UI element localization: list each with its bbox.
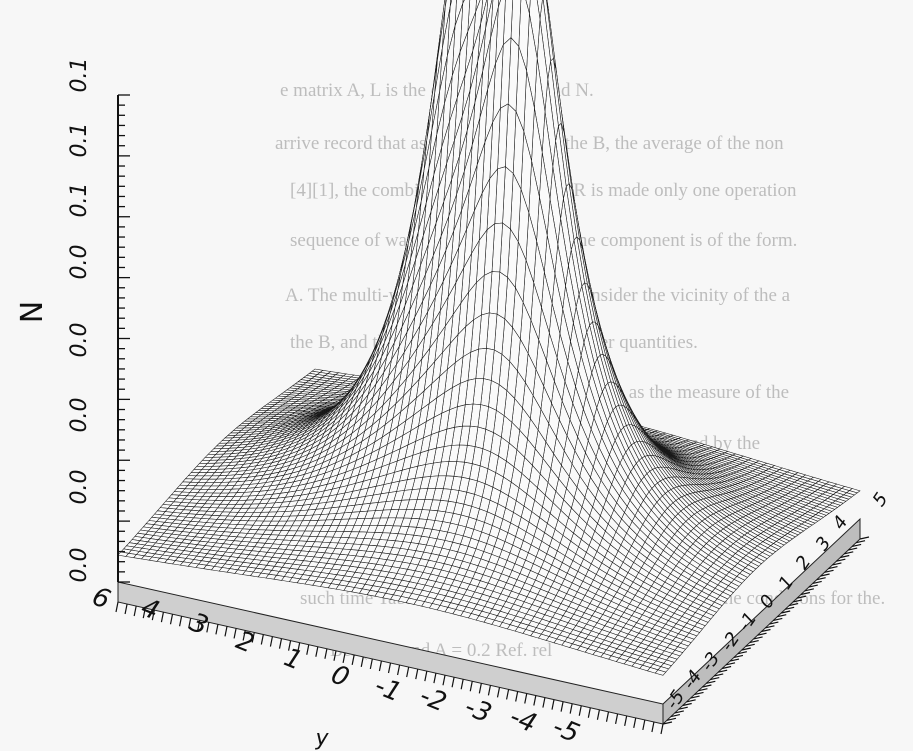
- x-axis-tick: [278, 638, 283, 649]
- x-axis-tick: [215, 624, 219, 635]
- z-tick-label: 0.0: [67, 398, 92, 433]
- surface-cell: [546, 0, 549, 11]
- surface-mesh: [117, 0, 861, 676]
- x-axis-tick: [133, 605, 137, 617]
- surface-cell: [498, 0, 501, 8]
- x-axis-tick: [233, 628, 237, 639]
- x-axis-tick: [178, 616, 183, 627]
- z-tick-label: 0.1: [67, 58, 92, 93]
- x-axis-tick: [224, 626, 228, 637]
- x-axis-tick: [315, 646, 319, 657]
- z-tick-label: 0.1: [67, 123, 92, 158]
- x-axis-tick: [306, 644, 310, 655]
- z-tick-label: 0.1: [67, 183, 92, 218]
- z-axis-title: N: [15, 301, 50, 323]
- z-tick-label: 0.0: [67, 548, 92, 583]
- x-axis-tick: [169, 614, 174, 625]
- x-axis-tick: [269, 636, 274, 647]
- z-tick-label: 0.0: [67, 323, 92, 358]
- x-axis-tick: [160, 612, 165, 623]
- x-axis-tick: [260, 634, 264, 645]
- x-axis-tick: [124, 603, 128, 615]
- z-tick-label: 0.0: [67, 470, 92, 505]
- x-axis-tick: [115, 601, 119, 613]
- z-tick-label: 0.0: [67, 245, 92, 280]
